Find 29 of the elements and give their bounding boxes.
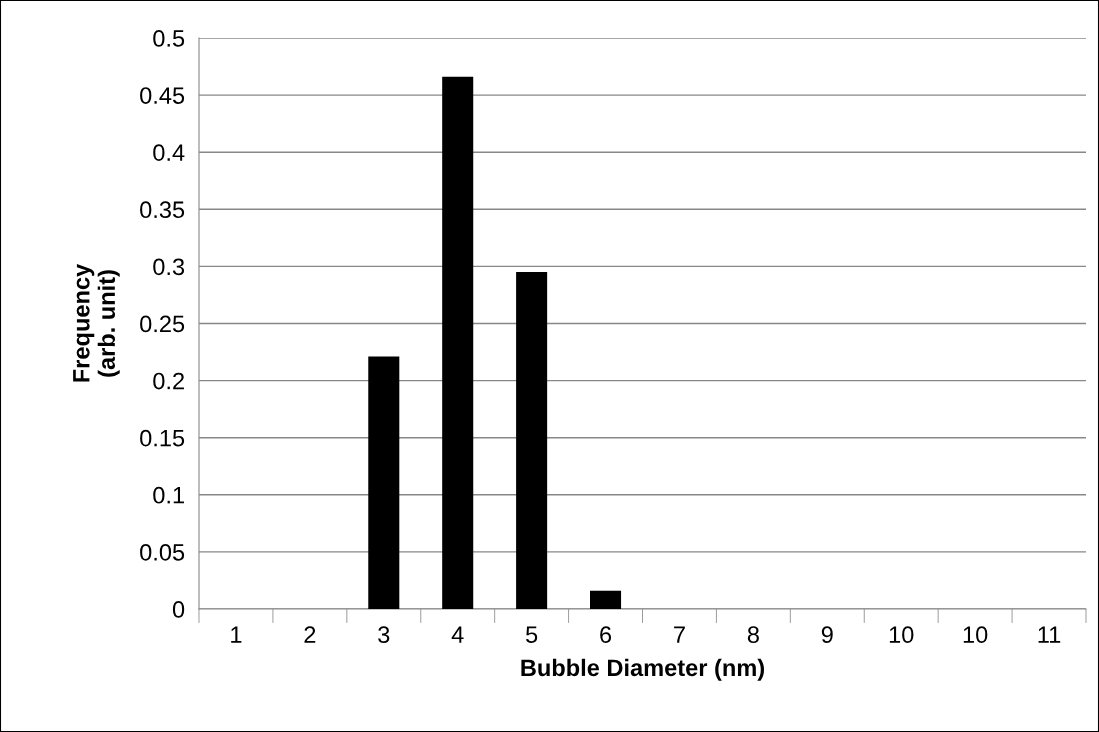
x-tick-label: 10: [889, 626, 914, 644]
x-tick-label: 2: [304, 626, 316, 643]
y-tick-label: 0.35: [140, 201, 185, 219]
x-tick-label: 9: [821, 626, 833, 644]
x-tick-label: 4: [451, 626, 464, 643]
y-tick-label: 0.2: [153, 372, 184, 390]
bar: [442, 76, 474, 609]
y-tick-label: 0.5: [153, 30, 185, 47]
y-tick-label: 0.05: [140, 543, 185, 561]
x-tick-label: 7: [674, 626, 685, 643]
x-tick-label: 1: [231, 626, 242, 643]
y-axis-title: Frequency (arb. unit): [73, 263, 120, 382]
x-axis-title: Bubble Diameter (nm): [521, 658, 764, 681]
x-tick-label: 10: [963, 626, 988, 644]
y-tick-label: 0.45: [140, 87, 185, 104]
y-tick-label: 0.3: [153, 258, 185, 276]
y-tick-label: 0.15: [140, 429, 185, 447]
y-tick-label: 0: [172, 601, 185, 618]
x-tick-label: 5: [526, 626, 538, 644]
x-tick-label: 11: [1038, 626, 1061, 643]
y-tick-label: 0.4: [153, 144, 185, 161]
bar: [516, 272, 548, 609]
y-tick-label: 0.25: [140, 315, 185, 333]
bar: [368, 356, 400, 609]
bar: [590, 590, 622, 609]
y-tick-label: 0.1: [153, 486, 184, 504]
x-tick-label: 8: [747, 626, 759, 644]
x-tick-label: 6: [600, 626, 612, 644]
x-tick-label: 3: [378, 626, 390, 644]
